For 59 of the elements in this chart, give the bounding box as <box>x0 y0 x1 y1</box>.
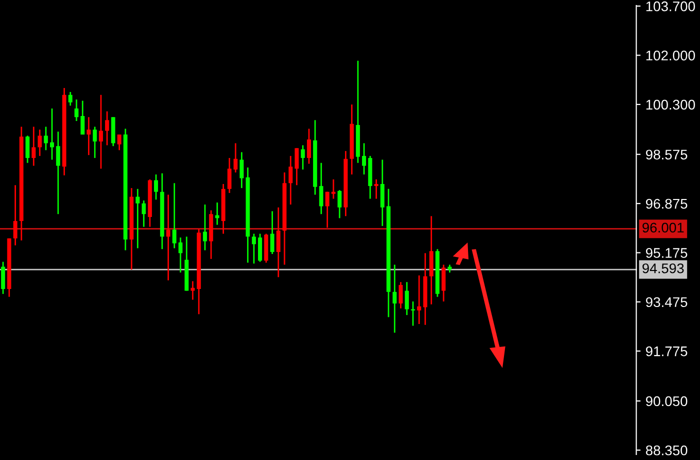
candlestick <box>258 233 262 263</box>
candlestick <box>288 155 293 206</box>
candlestick <box>319 162 324 215</box>
candlestick <box>374 178 378 200</box>
candlestick <box>13 184 18 246</box>
candlestick <box>300 144 305 170</box>
ref-line-label: 96.001 <box>642 222 684 233</box>
candlestick <box>240 151 244 189</box>
candlestick <box>98 94 103 170</box>
y-tick-label: 95.175 <box>646 248 688 258</box>
candlestick <box>392 264 397 334</box>
candlestick <box>294 147 299 186</box>
candlestick <box>44 126 48 151</box>
candlestick <box>92 126 97 159</box>
candlestick <box>270 210 274 255</box>
y-tick-label: 88.350 <box>646 445 688 456</box>
candlestick <box>105 110 110 146</box>
candlestick <box>331 178 336 200</box>
candlestick <box>50 108 54 160</box>
ref-line-label: 94.593 <box>642 263 684 274</box>
y-tick-label: 100.300 <box>646 100 695 110</box>
candlestick <box>202 204 207 251</box>
candlestick <box>86 116 91 156</box>
y-tick-label: 96.875 <box>646 198 688 209</box>
candlestick <box>380 159 384 227</box>
candlestick <box>442 264 446 302</box>
candlestick <box>56 130 60 215</box>
candlestick <box>325 191 330 228</box>
candlestick <box>227 157 232 194</box>
candlestick <box>38 128 42 157</box>
y-tick-label: 91.775 <box>646 346 688 356</box>
candlestick <box>68 91 72 106</box>
y-tick-label: 103.700 <box>646 1 695 12</box>
y-tick-label: 93.475 <box>646 297 688 308</box>
candlestick <box>398 281 403 310</box>
candlestick <box>142 200 146 228</box>
candlestick <box>306 128 311 164</box>
candlestick <box>362 142 366 176</box>
candlestick <box>1 261 6 295</box>
candlestick <box>136 188 140 249</box>
candlestick <box>417 274 422 325</box>
candlestick <box>117 134 122 151</box>
candlestick <box>80 100 85 136</box>
candlestick <box>252 233 256 264</box>
candlestick <box>234 142 238 174</box>
candlestick <box>178 236 183 274</box>
candlestick <box>276 206 280 278</box>
candlestick <box>26 135 30 164</box>
candlestick <box>215 202 220 226</box>
candlestick <box>404 281 409 316</box>
y-tick-label: 102.000 <box>646 50 695 60</box>
candlestick <box>166 194 170 282</box>
y-tick-label: 90.050 <box>646 396 688 406</box>
candlestick <box>338 189 342 219</box>
candlestick <box>154 174 158 200</box>
candlestick <box>74 98 78 122</box>
y-tick-label: 98.575 <box>646 150 688 160</box>
candlestick <box>172 182 176 249</box>
candlestick <box>32 126 36 166</box>
